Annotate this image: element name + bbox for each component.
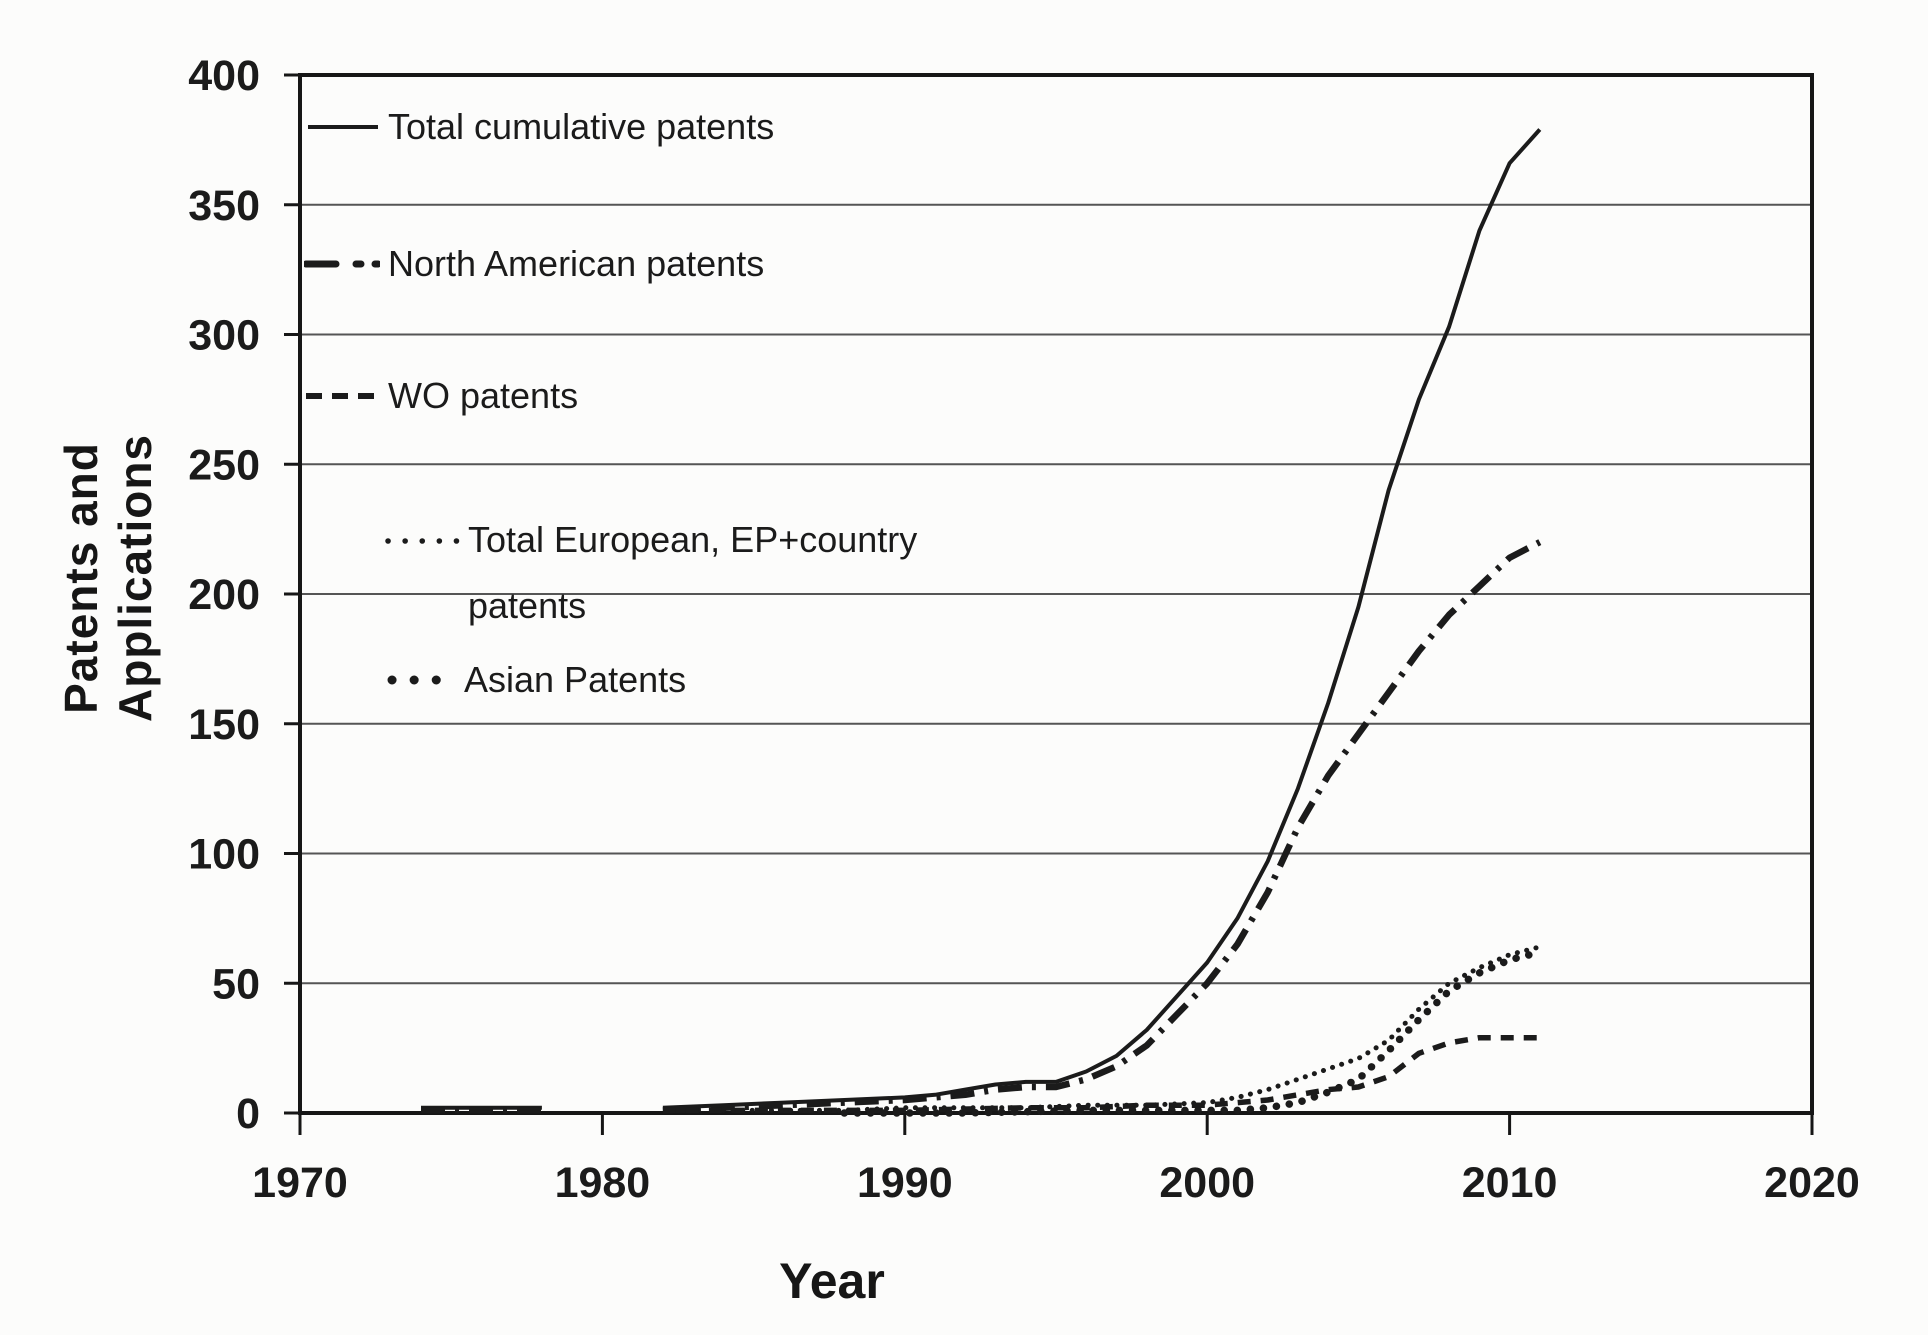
x-tick-label-2020: 2020 bbox=[1764, 1159, 1860, 1207]
y-tick-label-50: 50 bbox=[212, 960, 260, 1008]
legend-label: Asian Patents bbox=[464, 659, 687, 700]
y-tick-label-200: 200 bbox=[188, 571, 260, 619]
bold-dotted-line-sample-icon bbox=[387, 675, 456, 685]
series-bold-dotted bbox=[840, 948, 1544, 1117]
x-tick-label-1990: 1990 bbox=[857, 1159, 953, 1207]
y-tick-label-300: 300 bbox=[188, 312, 260, 360]
legend-label: WO patents bbox=[388, 375, 579, 416]
x-tick-label-1970: 1970 bbox=[252, 1159, 348, 1207]
solid-line-sample-icon bbox=[308, 125, 378, 129]
fine-dotted-line-sample-icon bbox=[385, 538, 460, 544]
legend-label: North American patents bbox=[388, 243, 765, 284]
y-tick-label-350: 350 bbox=[188, 182, 260, 230]
dashed-line-sample-icon bbox=[306, 393, 378, 399]
legend-item-asian: Asian Patents bbox=[386, 659, 686, 701]
x-axis-title: Year bbox=[779, 1253, 885, 1309]
y-tick-label-100: 100 bbox=[188, 831, 260, 879]
legend-item-north-american: North American patents bbox=[304, 243, 764, 285]
series-fine-dotted bbox=[720, 944, 1543, 1113]
dash-dot-line-sample-icon bbox=[304, 260, 380, 268]
y-tick-label-0: 0 bbox=[236, 1090, 260, 1138]
y-tick-label-400: 400 bbox=[188, 52, 260, 100]
y-axis-title: Patents and Applications bbox=[55, 433, 161, 723]
x-tick-label-2000: 2000 bbox=[1159, 1159, 1255, 1207]
legend-item-total-cumulative: Total cumulative patents bbox=[306, 106, 774, 148]
legend-label: Total cumulative patents bbox=[388, 106, 775, 147]
series-dash-dot bbox=[421, 539, 1542, 1114]
legend-item-wo: WO patents bbox=[304, 375, 578, 417]
series-dashed bbox=[662, 1034, 1540, 1114]
x-tick-label-1980: 1980 bbox=[555, 1159, 651, 1207]
y-tick-label-250: 250 bbox=[188, 441, 260, 489]
x-tick-label-2010: 2010 bbox=[1462, 1159, 1558, 1207]
legend-label: Total European, EP+country patents bbox=[468, 519, 918, 626]
legend-item-european: Total European, EP+country patents bbox=[384, 507, 917, 639]
y-tick-label-150: 150 bbox=[188, 701, 260, 749]
